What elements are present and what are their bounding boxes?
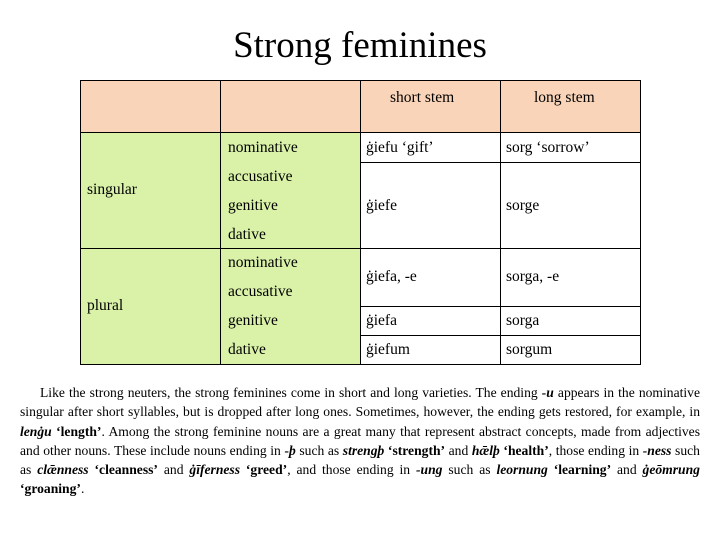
case-sg-dative: dative [228, 226, 266, 243]
ending-ness: -ness [642, 442, 672, 458]
hline-header [80, 132, 640, 133]
hline-sg-nom [360, 162, 640, 163]
gloss-greed: ‘greed’ [245, 462, 288, 478]
case-sg-accusative: accusative [228, 168, 293, 185]
case-pl-nominative: nominative [228, 254, 298, 271]
row-group-plural: plural [87, 297, 124, 314]
gloss-cleanness: ‘cleanness’ [94, 462, 158, 478]
column-header-long-stem: long stem [534, 89, 595, 106]
para-text: Like the strong neuters, the strong femi… [40, 385, 542, 400]
form-pl-gen-short: ġiefa [366, 312, 397, 329]
gloss-strength: ‘strength’ [387, 442, 446, 458]
gloss-groaning: ‘groaning’ [20, 481, 81, 497]
plural-case-cells [220, 248, 360, 364]
row-group-singular: singular [87, 181, 137, 198]
para-text: and [157, 462, 190, 478]
hline-pl-acc [360, 306, 640, 307]
para-text: . [80, 481, 85, 497]
plural-group-cell [80, 248, 220, 364]
para-text: such as [295, 442, 343, 458]
header-cell-empty-1 [80, 80, 220, 132]
para-text: appears in the nominative singular after… [20, 385, 700, 420]
vline-2 [360, 80, 361, 365]
explanation-paragraph: Like the strong neuters, the strong femi… [20, 383, 700, 499]
gloss-length: ‘length’ [56, 423, 102, 439]
case-pl-accusative: accusative [228, 283, 293, 300]
border-right [640, 80, 641, 365]
form-pl-dat-long: sorgum [506, 341, 553, 358]
form-sg-nom-long: sorg ‘sorrow’ [506, 139, 590, 156]
column-header-short-stem: short stem [390, 89, 455, 106]
form-pl-dat-short: ġiefum [366, 341, 410, 358]
singular-group-cell [80, 132, 220, 248]
form-sg-oblique-long: sorge [506, 197, 540, 214]
case-sg-genitive: genitive [228, 197, 278, 214]
vline-1 [220, 80, 221, 365]
word-lengu: lenġu [20, 423, 52, 439]
header-cell-long [500, 80, 640, 132]
para-text: , and those ending in [287, 462, 417, 478]
gloss-learning: ‘learning’ [553, 462, 612, 478]
border-left [80, 80, 81, 365]
case-sg-nominative: nominative [228, 139, 298, 156]
hline-pl-gen [360, 335, 640, 336]
case-pl-genitive: genitive [228, 312, 278, 329]
form-sg-oblique-short: ġiefe [366, 197, 397, 214]
para-text: such as [20, 442, 700, 478]
case-pl-dative: dative [228, 341, 266, 358]
singular-case-cells [220, 132, 360, 248]
ending-ung: -ung [416, 462, 443, 478]
vline-3 [500, 80, 501, 365]
ending-th: -þ [284, 442, 296, 458]
ending-u: -u [541, 385, 554, 400]
word-cleanness: clǣnness [37, 462, 89, 478]
form-pl-nomacc-short: ġiefa, -e [366, 268, 417, 285]
header-cell-short [360, 80, 500, 132]
page-title: Strong feminines [233, 25, 487, 66]
hline-sg-pl [80, 248, 640, 249]
form-sg-nom-short: ġiefu ‘gift’ [366, 139, 434, 156]
para-text: and [445, 442, 472, 458]
word-health: hǣlþ [471, 442, 500, 458]
form-pl-nomacc-long: sorga, -e [506, 268, 560, 285]
gloss-health: ‘health’ [503, 442, 549, 458]
para-text: and [611, 462, 643, 478]
word-greed: ġīferness [189, 462, 240, 478]
para-text: . Among the strong feminine nouns are a … [20, 423, 700, 458]
header-cell-empty-2 [220, 80, 360, 132]
para-text: such as [442, 462, 497, 478]
para-text: , those ending in [548, 442, 643, 458]
word-strength: strengþ [342, 442, 385, 458]
word-learning: leornung [496, 462, 548, 478]
form-pl-gen-long: sorga [506, 312, 540, 329]
word-groaning: ġeōmrung [642, 462, 700, 478]
